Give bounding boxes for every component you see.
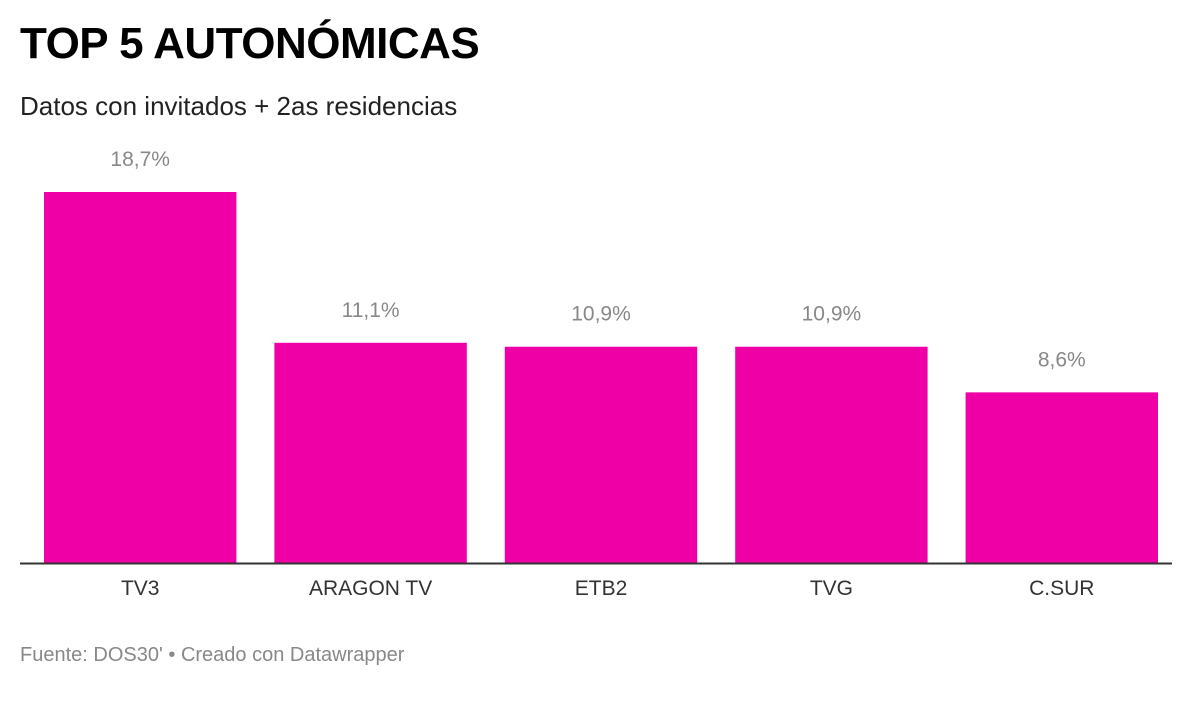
value-label-tv3: 18,7% — [110, 148, 170, 171]
category-label-etb2: ETB2 — [575, 577, 628, 600]
value-label-tvg: 10,9% — [802, 303, 862, 326]
footer-separator: • — [168, 644, 176, 666]
chart-title: TOP 5 AUTONÓMICAS — [20, 19, 480, 68]
category-label-c-sur: C.SUR — [1029, 577, 1094, 600]
bar-tvg — [735, 346, 928, 563]
value-label-c-sur: 8,6% — [1038, 348, 1086, 371]
value-labels-group: 18,7% 11,1% 10,9% 10,9% 8,6% — [110, 148, 1085, 371]
bar-etb2 — [504, 346, 698, 563]
category-label-aragon-tv: ARAGON TV — [309, 577, 432, 600]
source-label: Fuente: — [20, 644, 88, 666]
chart-subtitle: Datos con invitados + 2as residencias — [20, 91, 458, 121]
category-labels-group: TV3 ARAGON TV ETB2 TVG C.SUR — [121, 577, 1095, 600]
chart-footer: Fuente: DOS30' • Creado con Datawrapper — [20, 642, 404, 668]
category-label-tv3: TV3 — [121, 577, 160, 600]
value-label-etb2: 10,9% — [571, 303, 631, 326]
credit-text: Creado con Datawrapper — [180, 644, 405, 666]
source-name: DOS30' — [93, 644, 163, 666]
bar-chart: 18,7% 11,1% 10,9% 10,9% 8,6% TV3 ARAGON TV ETB… — [20, 148, 1172, 600]
category-label-tvg: TVG — [810, 577, 853, 600]
value-label-aragon-tv: 11,1% — [342, 299, 400, 322]
bars-group — [44, 192, 1158, 563]
bar-tv3 — [44, 192, 237, 563]
bar-c-sur — [965, 392, 1158, 563]
bar-aragon-tv — [274, 342, 467, 563]
